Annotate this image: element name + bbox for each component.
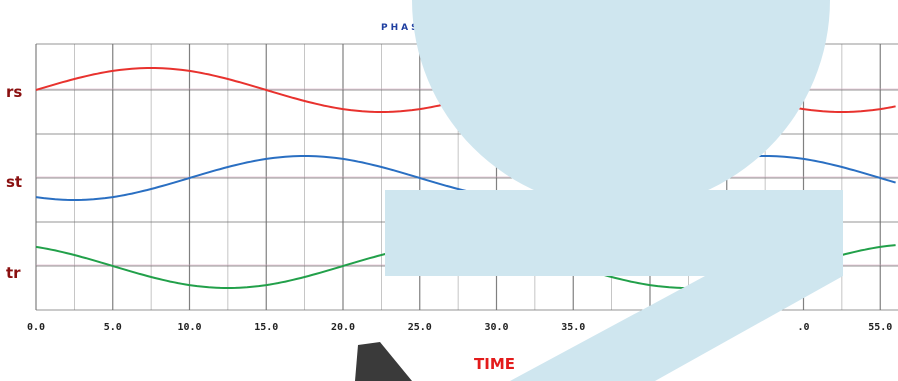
series-label-tr: tr [6, 264, 21, 282]
chart-title: PHAS [381, 23, 421, 33]
x-tick-label: .0 [797, 322, 809, 333]
x-tick-label: 20.0 [331, 322, 355, 333]
x-tick-label: 0.0 [27, 322, 45, 333]
x-tick-label: 15.0 [254, 322, 278, 333]
x-tick-label: 25.0 [408, 322, 432, 333]
dark-corner-shape [355, 342, 412, 381]
series-label-rs: rs [6, 83, 22, 101]
x-axis-title: TIME [474, 355, 515, 373]
series-label-st: st [6, 173, 22, 191]
x-tick-label: 35.0 [561, 322, 585, 333]
overlay-ring-shape [412, 0, 830, 209]
x-tick-label: 30.0 [484, 322, 508, 333]
overlay-bar-shape [385, 190, 843, 276]
x-tick-labels: 0.0 5.0 10.0 15.0 20.0 25.0 30.0 35.0 .0 55.0 [27, 322, 892, 333]
x-tick-label: 10.0 [177, 322, 201, 333]
overlay-diagonal-shape [510, 276, 843, 381]
x-tick-label: 5.0 [104, 322, 122, 333]
x-tick-label: 55.0 [868, 322, 892, 333]
